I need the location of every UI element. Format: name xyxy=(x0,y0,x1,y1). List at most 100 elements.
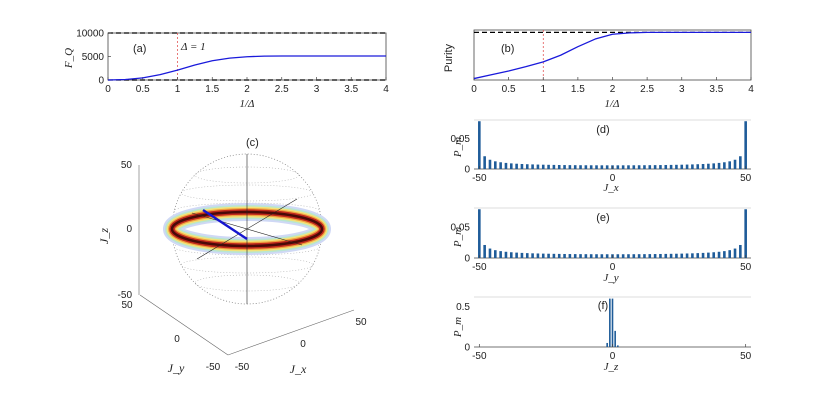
panel-f-ylabel: P_m xyxy=(452,317,464,338)
panel-a-label: (a) xyxy=(133,43,146,55)
panel-b-label: (b) xyxy=(501,43,514,55)
y-tick-label: 0 xyxy=(464,254,470,265)
panel-b-ylabel: Purity xyxy=(443,43,455,72)
bar xyxy=(488,248,492,258)
x-tick-label: 50 xyxy=(740,262,752,273)
bar xyxy=(680,164,684,169)
z-tick-label: 0 xyxy=(126,224,132,235)
bar xyxy=(616,254,620,258)
x-tick-label: 0 xyxy=(300,339,306,350)
panel-b-xlabel: 1/Δ xyxy=(604,98,619,110)
bar xyxy=(584,165,588,169)
y-tick-label: 0.05 xyxy=(451,134,471,145)
bar xyxy=(739,244,742,258)
bar xyxy=(520,252,524,258)
bar xyxy=(525,164,529,169)
bar xyxy=(733,248,737,258)
bar xyxy=(701,163,705,169)
panel-a-ylabel: F_Q xyxy=(63,48,75,69)
bar xyxy=(552,253,556,258)
bar xyxy=(717,251,721,258)
y-tick-label: 0 xyxy=(174,334,180,345)
bar xyxy=(605,254,609,258)
box-edge xyxy=(227,309,355,356)
box-edge xyxy=(139,294,229,356)
panel-d-xlabel: J_x xyxy=(603,182,618,194)
x-tick-label: 0.5 xyxy=(502,84,516,95)
bar xyxy=(632,254,636,258)
x-tick-label: 0 xyxy=(471,84,477,95)
bar xyxy=(627,165,630,169)
bar xyxy=(648,254,652,258)
x-tick-label: -50 xyxy=(472,262,487,273)
bar xyxy=(589,165,593,169)
bar xyxy=(573,254,577,258)
bar xyxy=(637,165,641,169)
bar xyxy=(744,121,747,169)
bar xyxy=(643,254,646,258)
panel-a-fq-plot: (a) Δ = 1 F_Q 1/Δ 0 0.5 1 1.5 2 2.5 3 3.5 4 0 5000… xyxy=(63,29,389,111)
y-tick-label: 0.5 xyxy=(456,302,470,313)
bar xyxy=(563,165,566,169)
bar xyxy=(669,164,673,169)
bar xyxy=(696,164,700,169)
series-line xyxy=(473,31,751,80)
bar xyxy=(595,254,598,258)
bar xyxy=(611,298,614,347)
bar xyxy=(525,253,529,258)
x-tick-label: 1.5 xyxy=(571,84,585,95)
x-tick-label: 3.5 xyxy=(709,84,723,95)
latitude-line xyxy=(194,166,300,184)
bar xyxy=(536,164,540,169)
panel-d-jx-distribution: (d) P_m J_x -50 0 5000.05 xyxy=(451,119,752,194)
x-tick-label: 1 xyxy=(540,84,546,95)
bar xyxy=(563,253,566,258)
panel-c-xlabel: J_x xyxy=(290,362,307,376)
bar xyxy=(675,164,678,169)
bar xyxy=(504,162,508,169)
x-tick-label: 50 xyxy=(740,351,752,362)
bar xyxy=(547,164,550,169)
bar xyxy=(488,159,492,169)
bar xyxy=(600,254,604,258)
bar xyxy=(621,165,625,169)
bar xyxy=(653,165,657,169)
bar xyxy=(664,164,668,169)
x-tick-label: 50 xyxy=(740,173,752,184)
bar xyxy=(680,253,684,258)
bar xyxy=(728,161,731,169)
panel-c-zlabel: J_z xyxy=(97,228,111,244)
x-tick-label: 2 xyxy=(610,84,616,95)
bar xyxy=(728,250,731,258)
panel-a-annotation: Δ = 1 xyxy=(180,41,206,53)
panel-d-label: (d) xyxy=(596,124,609,136)
bar xyxy=(637,254,641,258)
bar xyxy=(643,165,646,169)
panel-a-xlabel: 1/Δ xyxy=(239,98,254,110)
panel-e-label: (e) xyxy=(596,212,609,224)
bar xyxy=(632,165,636,169)
panel-c-label: (c) xyxy=(246,137,259,149)
x-tick-label: 0 xyxy=(610,351,616,362)
panel-f-xlabel: J_z xyxy=(604,361,619,373)
x-tick-label: 2.5 xyxy=(640,84,654,95)
bar xyxy=(568,165,572,169)
panel-f-jz-distribution: (f) P_m J_z -50 0 5000.5 xyxy=(452,296,752,373)
panel-c-ylabel: J_y xyxy=(168,361,185,375)
z-tick-label: -50 xyxy=(118,290,133,301)
bar xyxy=(712,252,716,258)
bar xyxy=(617,345,619,347)
bar xyxy=(504,251,508,258)
bar xyxy=(557,164,561,169)
panel-e-ylabel: P_m xyxy=(452,227,464,248)
bar xyxy=(691,164,694,169)
bar xyxy=(573,165,577,169)
bar xyxy=(614,330,616,347)
x-tick-label: 3 xyxy=(314,84,320,95)
bar xyxy=(627,254,630,258)
x-tick-label: 2 xyxy=(244,84,250,95)
bar xyxy=(595,165,598,169)
bar xyxy=(536,253,540,258)
x-tick-label: 0 xyxy=(610,173,616,184)
